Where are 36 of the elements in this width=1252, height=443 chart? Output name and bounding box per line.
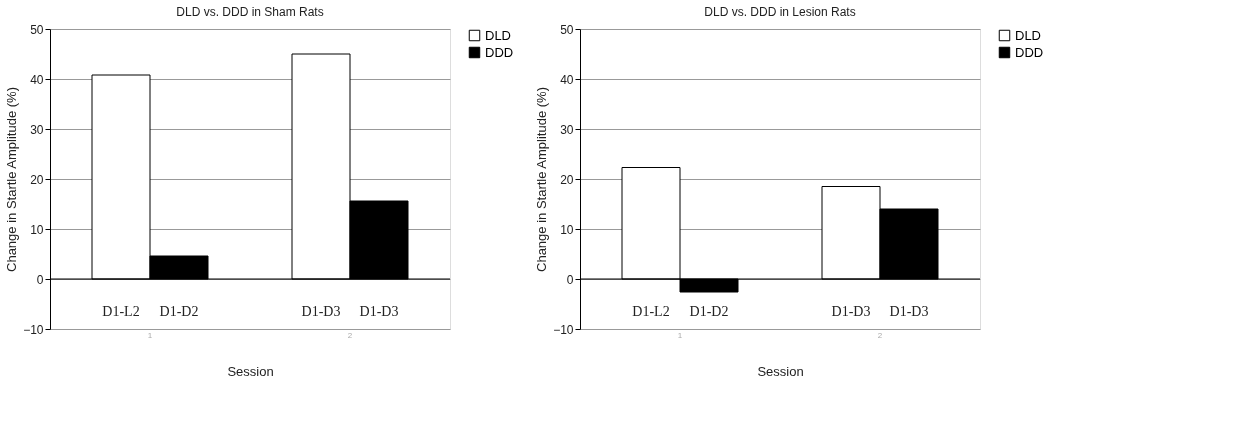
y-tick-label: −10 [553, 322, 574, 337]
y-tick-label: 40 [30, 72, 44, 87]
x-tick-label: 2 [877, 330, 883, 340]
y-tick-label: 0 [566, 272, 574, 287]
annotation: D1-D2 [689, 304, 729, 319]
legend-label: DLD [485, 27, 512, 43]
annotation: D1-L2 [102, 304, 140, 319]
y-tick-label: 20 [30, 172, 44, 187]
x-axis-title: Session [227, 363, 274, 379]
legend-label: DDD [1015, 44, 1044, 60]
annotation: D1-D3 [301, 304, 341, 319]
y-tick-label: 50 [30, 22, 44, 37]
chart-title: DLD vs. DDD in Lesion Rats [704, 5, 856, 19]
legend-label: DDD [485, 44, 514, 60]
y-tick-label: 10 [560, 222, 574, 237]
y-tick-label: 30 [30, 122, 44, 137]
y-tick-label: −10 [23, 322, 44, 337]
y-tick-label: 50 [560, 22, 574, 37]
legend-label: DLD [1015, 27, 1042, 43]
x-axis-title: Session [757, 363, 804, 379]
y-tick-label: 20 [560, 172, 574, 187]
y-tick-label: 10 [30, 222, 44, 237]
x-tick-label: 2 [347, 330, 353, 340]
annotation: D1-L2 [632, 304, 670, 319]
annotation: D1-D3 [889, 304, 929, 319]
y-axis-title: Change in Startle Amplitude (%) [4, 87, 20, 272]
annotation: D1-D2 [159, 304, 199, 319]
y-axis-title: Change in Startle Amplitude (%) [534, 87, 550, 272]
y-tick-label: 40 [560, 72, 574, 87]
x-tick-label: 1 [677, 330, 683, 340]
chart-title: DLD vs. DDD in Sham Rats [176, 5, 324, 19]
x-tick-label: 1 [147, 330, 153, 340]
y-tick-label: 30 [560, 122, 574, 137]
y-tick-label: 0 [36, 272, 44, 287]
annotation: D1-D3 [359, 304, 399, 319]
annotation: D1-D3 [831, 304, 871, 319]
